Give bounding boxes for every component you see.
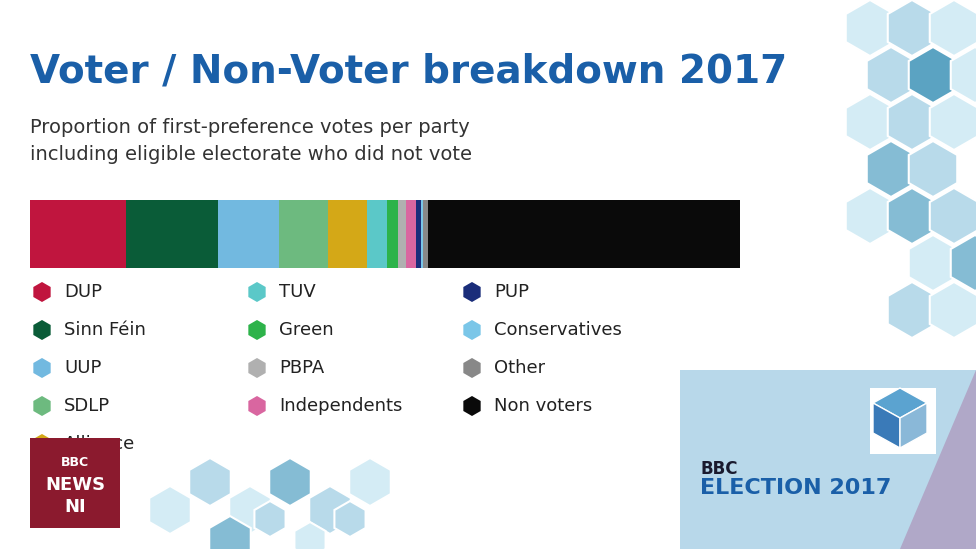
Polygon shape	[888, 94, 936, 150]
Bar	[416, 200, 421, 268]
Polygon shape	[335, 501, 366, 537]
Polygon shape	[189, 458, 230, 506]
Polygon shape	[248, 282, 265, 302]
Polygon shape	[33, 358, 51, 378]
Text: Independents: Independents	[279, 397, 402, 415]
Polygon shape	[951, 235, 976, 291]
Text: UUP: UUP	[64, 359, 102, 377]
Polygon shape	[248, 320, 265, 340]
Bar	[219, 200, 278, 268]
Polygon shape	[464, 358, 480, 378]
Polygon shape	[951, 47, 976, 103]
Polygon shape	[867, 141, 915, 197]
Polygon shape	[930, 282, 976, 338]
Text: Green: Green	[279, 321, 334, 339]
Bar	[406, 200, 416, 268]
Text: DUP: DUP	[64, 283, 102, 301]
Text: Alliance: Alliance	[64, 435, 136, 453]
Bar	[387, 200, 398, 268]
Bar	[126, 200, 219, 268]
Polygon shape	[248, 396, 265, 416]
Polygon shape	[269, 458, 310, 506]
Bar	[367, 200, 387, 268]
Text: Proportion of first-preference votes per party
including eligible electorate who: Proportion of first-preference votes per…	[30, 118, 472, 164]
Bar	[30, 438, 120, 528]
Polygon shape	[900, 370, 976, 549]
Polygon shape	[209, 516, 251, 549]
Polygon shape	[33, 282, 51, 302]
Polygon shape	[464, 320, 480, 340]
Bar	[328, 200, 367, 268]
Bar	[427, 200, 740, 268]
Polygon shape	[680, 370, 976, 549]
Bar	[278, 200, 328, 268]
Text: ELECTION 2017: ELECTION 2017	[700, 478, 891, 498]
Text: PBPA: PBPA	[279, 359, 324, 377]
Polygon shape	[149, 486, 190, 534]
Polygon shape	[888, 282, 936, 338]
Polygon shape	[930, 188, 976, 244]
Text: Non voters: Non voters	[494, 397, 592, 415]
Bar	[421, 200, 423, 268]
Polygon shape	[248, 358, 265, 378]
Polygon shape	[873, 388, 927, 418]
Polygon shape	[846, 0, 894, 56]
Polygon shape	[229, 486, 270, 534]
Polygon shape	[255, 501, 286, 537]
Polygon shape	[33, 396, 51, 416]
Polygon shape	[900, 403, 927, 448]
Text: Other: Other	[494, 359, 546, 377]
Polygon shape	[33, 434, 51, 454]
Text: SDLP: SDLP	[64, 397, 110, 415]
Polygon shape	[930, 94, 976, 150]
Polygon shape	[349, 458, 390, 506]
Polygon shape	[464, 396, 480, 416]
Text: BBC: BBC	[700, 460, 738, 478]
Polygon shape	[873, 403, 900, 448]
Bar	[423, 200, 427, 268]
Polygon shape	[909, 141, 957, 197]
Polygon shape	[867, 47, 915, 103]
Text: Voter / Non-Voter breakdown 2017: Voter / Non-Voter breakdown 2017	[30, 52, 788, 90]
Polygon shape	[846, 94, 894, 150]
Polygon shape	[309, 486, 350, 534]
Bar	[30, 200, 126, 268]
Polygon shape	[888, 188, 936, 244]
Text: NEWS: NEWS	[45, 476, 105, 494]
Polygon shape	[909, 235, 957, 291]
Text: BBC: BBC	[61, 456, 89, 469]
Polygon shape	[846, 188, 894, 244]
Bar	[870, 388, 936, 454]
Text: Conservatives: Conservatives	[494, 321, 622, 339]
Bar	[398, 200, 406, 268]
Polygon shape	[909, 47, 957, 103]
Polygon shape	[930, 0, 976, 56]
Polygon shape	[295, 522, 326, 549]
Polygon shape	[888, 0, 936, 56]
Text: PUP: PUP	[494, 283, 529, 301]
Polygon shape	[464, 282, 480, 302]
Text: Sinn Féin: Sinn Féin	[64, 321, 145, 339]
Polygon shape	[33, 320, 51, 340]
Text: TUV: TUV	[279, 283, 316, 301]
Text: NI: NI	[64, 498, 86, 516]
